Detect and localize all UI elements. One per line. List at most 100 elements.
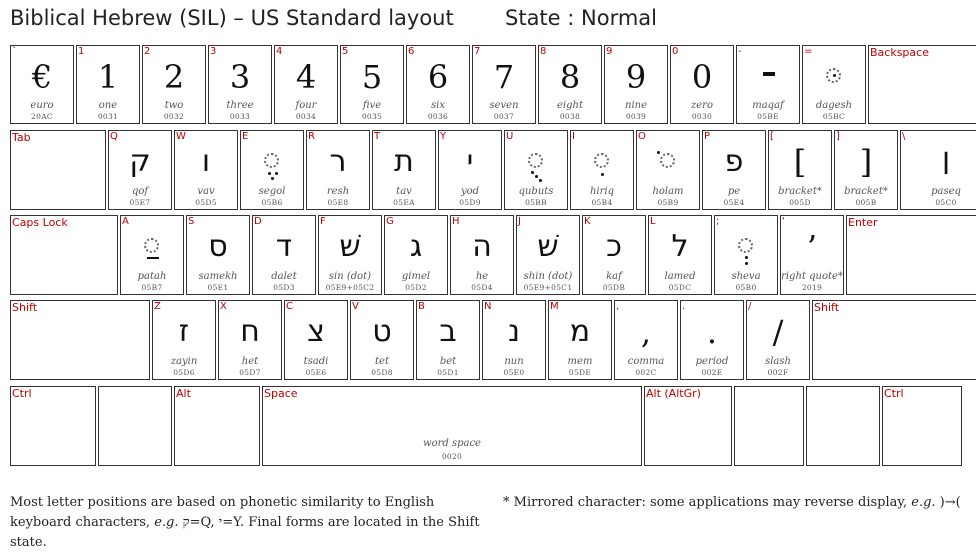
- key-glyph: /: [772, 313, 784, 351]
- vowel-dot-mark: [539, 179, 542, 182]
- key-code: 05D9: [459, 198, 481, 207]
- key-name: patah: [137, 271, 167, 282]
- key-mem[interactable]: M מ mem 05DE: [548, 300, 612, 380]
- key-label: T: [374, 131, 381, 142]
- key-five[interactable]: 5 5 five 0035: [340, 45, 404, 124]
- key-code: 05C0: [935, 198, 957, 207]
- key-paseq[interactable]: \ ׀ paseq 05C0: [900, 130, 976, 210]
- vowel-dot-mark: [657, 151, 660, 154]
- key-euro[interactable]: ` € euro 20AC: [10, 45, 74, 124]
- key-two[interactable]: 2 2 two 0032: [142, 45, 206, 124]
- vowel-dot-mark: [268, 172, 271, 175]
- key-zero[interactable]: 0 0 zero 0030: [670, 45, 734, 124]
- key-code: 002F: [767, 368, 789, 377]
- key-dalet[interactable]: D ד dalet 05D3: [252, 215, 316, 295]
- key-zayin[interactable]: Z ז zayin 05D6: [152, 300, 216, 380]
- key-four[interactable]: 4 4 four 0034: [274, 45, 338, 124]
- key-tet[interactable]: V ט tet 05D8: [350, 300, 414, 380]
- key-word-space[interactable]: Space word space 0020: [262, 386, 642, 466]
- key-enter[interactable]: Enter: [846, 215, 976, 295]
- key-bet[interactable]: B ב bet 05D1: [416, 300, 480, 380]
- key-maqaf[interactable]: - maqaf 05BE: [736, 45, 800, 124]
- key-qof[interactable]: Q ק qof 05E7: [108, 130, 172, 210]
- key-bracket[interactable]: [[bracket* 005D: [768, 130, 832, 210]
- key-yod[interactable]: Y י yod 05D9: [438, 130, 502, 210]
- key-label: ;: [716, 216, 720, 227]
- key-tav[interactable]: T ת tav 05EA: [372, 130, 436, 210]
- key-bracket[interactable]: ]] bracket* 005B: [834, 130, 898, 210]
- key-label: Backspace: [870, 46, 929, 59]
- key-name: gimel: [401, 271, 431, 282]
- key-name: sheva: [731, 271, 761, 282]
- key-comma[interactable]: ,, comma 002C: [614, 300, 678, 380]
- key-one[interactable]: 1 1 one 0031: [76, 45, 140, 124]
- key-three[interactable]: 3 3 three 0033: [208, 45, 272, 124]
- key-label: C: [286, 301, 293, 312]
- key-code: 005D: [789, 198, 811, 207]
- key-six[interactable]: 6 6 six 0036: [406, 45, 470, 124]
- key-label: H: [452, 216, 460, 227]
- key-right-quote[interactable]: ' ’ right quote* 2019: [780, 215, 844, 295]
- key-resh[interactable]: R ר resh 05E8: [306, 130, 370, 210]
- key-code: 0032: [163, 112, 185, 121]
- key-alt-altgr[interactable]: Alt (AltGr): [644, 386, 732, 466]
- key-glyph: ,: [640, 313, 652, 351]
- key-nun[interactable]: N נ nun 05E0: [482, 300, 546, 380]
- key-blank[interactable]: [734, 386, 804, 466]
- key-name: four: [295, 100, 317, 111]
- key-blank[interactable]: [98, 386, 172, 466]
- key-vav[interactable]: W ו vav 05D5: [174, 130, 238, 210]
- key-name: six: [431, 100, 445, 111]
- key-tsadi[interactable]: C צ tsadi 05E6: [284, 300, 348, 380]
- key-name: period: [695, 356, 729, 367]
- vowel-dot-mark: [535, 175, 538, 178]
- key-name: hiriq: [589, 186, 615, 197]
- key-het[interactable]: X ח het 05D7: [218, 300, 282, 380]
- key-sin-dot[interactable]: F שׁ sin (dot) 05E9+05C2: [318, 215, 382, 295]
- key-glyph: ק: [129, 144, 151, 179]
- key-gimel[interactable]: G ג gimel 05D2: [384, 215, 448, 295]
- key-pe[interactable]: P פ pe 05E4: [702, 130, 766, 210]
- key-shin-dot[interactable]: J שׁ shin (dot) 05E9+05C1: [516, 215, 580, 295]
- key-glyph: ח: [240, 314, 260, 349]
- key-backspace[interactable]: Backspace: [868, 45, 976, 124]
- key-ctrl[interactable]: Ctrl: [10, 386, 96, 466]
- key-name: vav: [197, 186, 215, 197]
- key-shift[interactable]: Shift: [812, 300, 976, 380]
- key-label: /: [748, 301, 752, 312]
- key-glyph: [: [793, 143, 807, 181]
- key-slash[interactable]: / / slash 002F: [746, 300, 810, 380]
- key-blank[interactable]: [806, 386, 880, 466]
- key-label: 6: [408, 46, 415, 57]
- key-name: seven: [489, 100, 519, 111]
- key-he[interactable]: H ה he 05D4: [450, 215, 514, 295]
- key-name: euro: [30, 100, 54, 111]
- key-alt[interactable]: Alt: [174, 386, 260, 466]
- key-code: 05D1: [437, 368, 459, 377]
- key-sheva[interactable]: ; sheva 05B0: [714, 215, 778, 295]
- key-seven[interactable]: 7 7 seven 0037: [472, 45, 536, 124]
- key-label: Y: [440, 131, 447, 142]
- key-label: F: [320, 216, 326, 227]
- key-tab[interactable]: Tab: [10, 130, 106, 210]
- key-caps-lock[interactable]: Caps Lock: [10, 215, 118, 295]
- key-samekh[interactable]: S ס samekh 05E1: [186, 215, 250, 295]
- key-ctrl[interactable]: Ctrl: [882, 386, 962, 466]
- key-eight[interactable]: 8 8 eight 0038: [538, 45, 602, 124]
- key-code: 05D8: [371, 368, 393, 377]
- key-label: G: [386, 216, 394, 227]
- key-code: 05DB: [602, 283, 626, 292]
- key-shift[interactable]: Shift: [10, 300, 150, 380]
- key-code: 0039: [625, 112, 647, 121]
- key-name: right quote*: [781, 271, 843, 282]
- key-period[interactable]: .. period 002E: [680, 300, 744, 380]
- key-nine[interactable]: 9 9 nine 0039: [604, 45, 668, 124]
- key-dagesh[interactable]: = dagesh 05BC: [802, 45, 866, 124]
- key-lamed[interactable]: L ל lamed 05DC: [648, 215, 712, 295]
- key-kaf[interactable]: K כ kaf 05DB: [582, 215, 646, 295]
